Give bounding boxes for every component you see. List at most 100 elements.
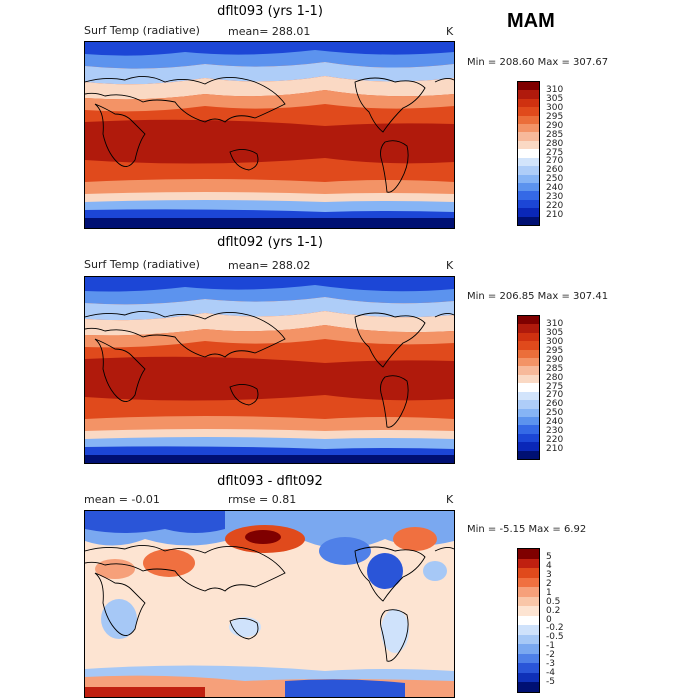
colorbar-swatch — [518, 341, 539, 351]
colorbar-swatch — [518, 132, 539, 142]
season-label: MAM — [507, 10, 555, 32]
colorbar-tick-label: 270 — [546, 156, 564, 167]
colorbar-swatch — [518, 615, 539, 626]
colorbar-tick-label: 295 — [546, 345, 564, 356]
colorbar-swatch — [518, 324, 539, 334]
colorbar-swatch — [518, 672, 539, 683]
panel2-map — [84, 276, 455, 464]
colorbar-swatch — [518, 408, 539, 418]
colorbar-tick-label: 300 — [546, 336, 564, 347]
colorbar-swatch — [518, 374, 539, 384]
colorbar-swatch — [518, 182, 539, 192]
colorbar-swatch — [518, 587, 539, 598]
colorbar-tick-label: 305 — [546, 327, 564, 338]
colorbar-tick-label: -5 — [546, 677, 555, 688]
colorbar-swatch — [518, 442, 539, 452]
colorbar-tick-label: 280 — [546, 138, 564, 149]
colorbar-tick-label: 210 — [546, 444, 564, 455]
colorbar-tick-label: -4 — [546, 668, 555, 679]
colorbar-tick-label: 5 — [546, 551, 552, 562]
panel1-colorbar — [517, 81, 540, 226]
colorbar-tick-label: 290 — [546, 354, 564, 365]
panel2-title: dflt092 (yrs 1-1) — [217, 235, 323, 250]
colorbar-tick-label: 240 — [546, 183, 564, 194]
colorbar-swatch — [518, 149, 539, 159]
colorbar-swatch — [518, 416, 539, 426]
colorbar-tick-label: 220 — [546, 201, 564, 212]
colorbar-tick-label: 0.2 — [546, 605, 561, 616]
colorbar-tick-label: 260 — [546, 399, 564, 410]
colorbar-tick-label: 285 — [546, 129, 564, 140]
panel1-title: dflt093 (yrs 1-1) — [217, 4, 323, 19]
colorbar-swatch — [518, 568, 539, 579]
colorbar-swatch — [518, 140, 539, 150]
colorbar-swatch — [518, 644, 539, 655]
colorbar-swatch — [518, 549, 539, 560]
colorbar-swatch — [518, 606, 539, 617]
panel3-mean: mean = -0.01 — [84, 493, 160, 506]
colorbar-swatch — [518, 663, 539, 674]
colorbar-swatch — [518, 157, 539, 167]
colorbar-swatch — [518, 391, 539, 401]
colorbar-swatch — [518, 208, 539, 218]
colorbar-swatch — [518, 316, 539, 325]
panel2-mean: mean= 288.02 — [228, 259, 311, 272]
colorbar-tick-label: 210 — [546, 210, 564, 221]
colorbar-tick-label: 310 — [546, 84, 564, 95]
panel3-rmse: rmse = 0.81 — [228, 493, 297, 506]
colorbar-swatch — [518, 82, 539, 91]
colorbar-swatch — [518, 124, 539, 133]
panel2-units: K — [446, 259, 454, 272]
colorbar-tick-label: 310 — [546, 318, 564, 329]
colorbar-swatch — [518, 349, 539, 359]
colorbar-swatch — [518, 433, 539, 443]
panel3-colorbar — [517, 548, 540, 693]
panel2-map-graphic — [85, 277, 454, 463]
colorbar-tick-label: 0 — [546, 614, 552, 625]
colorbar-swatch — [518, 450, 539, 460]
panel2-minmax: Min = 206.85 Max = 307.41 — [467, 291, 609, 302]
colorbar-tick-label: 2 — [546, 578, 552, 589]
colorbar-swatch — [518, 115, 539, 125]
colorbar-tick-label: 270 — [546, 390, 564, 401]
panel1-variable: Surf Temp (radiative) — [84, 24, 200, 37]
colorbar-tick-label: 275 — [546, 381, 564, 392]
colorbar-tick-label: 305 — [546, 93, 564, 104]
colorbar-swatch — [518, 107, 539, 117]
panel2-colorbar — [517, 315, 540, 460]
colorbar-swatch — [518, 383, 539, 393]
colorbar-swatch — [518, 653, 539, 664]
panel1-map — [84, 41, 455, 229]
colorbar-swatch — [518, 558, 539, 569]
colorbar-tick-label: 295 — [546, 111, 564, 122]
colorbar-tick-label: 3 — [546, 569, 552, 580]
colorbar-tick-label: 240 — [546, 417, 564, 428]
panel1-minmax: Min = 208.60 Max = 307.67 — [467, 57, 609, 68]
colorbar-swatch — [518, 400, 539, 410]
colorbar-tick-label: 1 — [546, 587, 552, 598]
colorbar-tick-label: 0.5 — [546, 596, 561, 607]
colorbar-swatch — [518, 191, 539, 201]
colorbar-swatch — [518, 199, 539, 209]
panel1-mean: mean= 288.01 — [228, 25, 311, 38]
colorbar-tick-label: -0.5 — [546, 632, 564, 643]
panel3-map — [84, 510, 455, 698]
panel3-minmax: Min = -5.15 Max = 6.92 — [467, 524, 587, 535]
colorbar-swatch — [518, 682, 539, 693]
colorbar-swatch — [518, 577, 539, 588]
colorbar-tick-label: 290 — [546, 120, 564, 131]
panel1-map-graphic — [85, 42, 454, 228]
colorbar-swatch — [518, 358, 539, 367]
colorbar-tick-label: -2 — [546, 650, 555, 661]
colorbar-tick-label: 280 — [546, 372, 564, 383]
colorbar-swatch — [518, 332, 539, 342]
colorbar-tick-label: -0.2 — [546, 623, 564, 634]
colorbar-swatch — [518, 366, 539, 376]
colorbar-swatch — [518, 216, 539, 226]
colorbar-swatch — [518, 90, 539, 100]
colorbar-tick-label: 230 — [546, 426, 564, 437]
colorbar-swatch — [518, 634, 539, 645]
colorbar-tick-label: 250 — [546, 174, 564, 185]
colorbar-tick-label: -3 — [546, 659, 555, 670]
colorbar-tick-label: 220 — [546, 435, 564, 446]
